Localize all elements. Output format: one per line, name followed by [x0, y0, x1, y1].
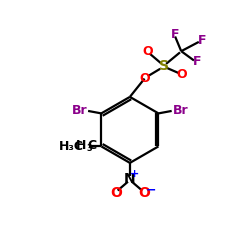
Text: F: F — [171, 28, 179, 40]
Text: O: O — [142, 45, 153, 58]
Text: S: S — [158, 59, 168, 73]
Text: C: C — [88, 140, 97, 152]
Text: +: + — [130, 170, 139, 179]
Text: F: F — [198, 34, 206, 47]
Text: O: O — [110, 186, 122, 200]
Text: N: N — [124, 172, 136, 186]
Text: H₃C: H₃C — [59, 140, 84, 153]
Text: O: O — [138, 186, 150, 200]
Text: −: − — [146, 184, 157, 196]
Text: Br: Br — [72, 104, 87, 118]
Text: F: F — [192, 55, 201, 68]
Text: Br: Br — [173, 104, 188, 118]
Text: O: O — [139, 72, 150, 85]
Text: O: O — [177, 68, 187, 82]
Text: 3: 3 — [87, 144, 92, 153]
Text: H: H — [76, 140, 87, 152]
